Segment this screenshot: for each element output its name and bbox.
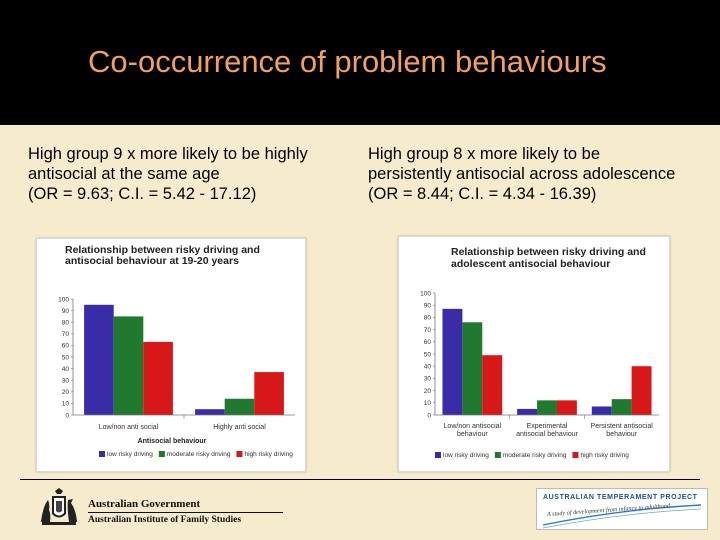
temperament-project-logo: AUSTRALIAN TEMPERAMENT PROJECT A study o…: [536, 488, 708, 530]
y-tick-label: 40: [424, 364, 432, 371]
x-category-label: antisocial behaviour: [516, 431, 579, 438]
x-category-label: behaviour: [606, 431, 637, 438]
swoosh-icon: [542, 504, 702, 529]
bar: [84, 304, 114, 415]
bar: [517, 408, 538, 415]
x-axis-title: Antisocial behaviour: [138, 438, 207, 445]
legend-label: high risky driving: [244, 451, 293, 458]
bar: [195, 409, 225, 415]
y-tick-label: 30: [62, 378, 70, 385]
left-caption-line2: antisocial at the same age: [28, 165, 220, 183]
y-tick-label: 20: [424, 388, 432, 395]
title-bar: [0, 0, 720, 125]
y-tick-label: 0: [427, 412, 431, 419]
x-category-label: behaviour: [457, 431, 488, 438]
right-caption-odds-ratio: (OR = 8.44; C.I. = 4.34 - 16.39): [368, 185, 597, 203]
legend-label: moderate risky driving: [167, 451, 231, 458]
y-tick-label: 20: [62, 389, 70, 396]
y-tick-label: 80: [62, 320, 70, 327]
bar: [611, 399, 632, 415]
bar: [254, 372, 284, 415]
y-tick-label: 100: [58, 296, 69, 303]
x-category-label: Highly anti social: [213, 424, 266, 431]
project-title: AUSTRALIAN TEMPERAMENT PROJECT: [543, 494, 698, 501]
x-category-label: Persistent antisocial: [591, 423, 654, 430]
chart-title-line2: antisocial behaviour at 19-20 years: [65, 255, 239, 267]
y-tick-label: 50: [424, 351, 432, 358]
chart-title-line1: Relationship between risky driving and: [451, 246, 646, 258]
institute-name: Australian Institute of Family Studies: [88, 515, 242, 525]
y-tick-label: 60: [424, 339, 432, 346]
legend-swatch: [99, 451, 105, 457]
chart-title-line1: Relationship between risky driving and: [65, 244, 260, 256]
y-tick-label: 30: [424, 376, 432, 383]
bar: [556, 400, 577, 415]
legend-label: moderate risky driving: [503, 452, 567, 459]
bar: [537, 400, 557, 415]
legend-swatch: [435, 452, 441, 458]
bar: [462, 322, 483, 415]
legend-label: low risky driving: [443, 452, 489, 459]
chart-left: Relationship between risky driving andan…: [58, 244, 295, 458]
left-caption-odds-ratio: (OR = 9.63; C.I. = 5.42 - 17.12): [28, 185, 257, 203]
bar: [591, 406, 612, 415]
y-tick-label: 40: [62, 366, 70, 373]
left-caption: High group 9 x more likely to be highly …: [28, 144, 358, 204]
chart-panel-left: Relationship between risky driving and an…: [36, 238, 306, 472]
legend-swatch: [572, 452, 579, 458]
bar: [442, 308, 463, 415]
chart-right: Relationship between risky driving andad…: [420, 246, 659, 459]
y-tick-label: 60: [62, 343, 70, 350]
bar: [113, 316, 144, 415]
logo-separator: [88, 512, 283, 513]
chart-title-line2: adolescent antisocial behaviour: [451, 258, 610, 270]
right-caption: High group 8 x more likely to be persist…: [368, 144, 713, 204]
y-tick-label: 90: [62, 308, 70, 315]
chart-panel-right: Relationship between risky driving and ad…: [398, 236, 670, 472]
x-category-label: Low/non anti social: [99, 424, 159, 431]
right-caption-line1: High group 8 x more likely to be: [368, 145, 601, 163]
y-tick-label: 10: [424, 400, 432, 407]
y-tick-label: 80: [424, 315, 432, 322]
x-category-label: Experimental: [527, 423, 568, 430]
slide-title: Co-occurrence of problem behaviours: [88, 44, 607, 79]
y-tick-label: 70: [424, 327, 432, 334]
bar: [143, 341, 173, 415]
y-tick-label: 10: [62, 401, 70, 408]
legend-swatch: [236, 451, 243, 457]
bar: [224, 398, 255, 415]
legend-swatch: [158, 451, 165, 457]
government-name: Australian Government: [88, 498, 201, 510]
left-caption-line1: High group 9 x more likely to be highly: [28, 145, 308, 163]
australian-government-logo: Australian Government Australian Institu…: [38, 488, 288, 532]
legend-label: low risky driving: [107, 451, 153, 458]
right-caption-line2: persistently antisocial across adolescen…: [368, 165, 676, 183]
y-tick-label: 0: [65, 412, 69, 419]
legend-label: high risky driving: [580, 452, 629, 459]
y-tick-label: 70: [62, 331, 70, 338]
bar: [482, 355, 503, 415]
y-tick-label: 100: [420, 290, 431, 297]
legend-swatch: [494, 452, 501, 458]
y-tick-label: 90: [424, 303, 432, 310]
footer-divider: [20, 479, 700, 480]
x-category-label: Low/non antisocial: [444, 423, 502, 430]
y-tick-label: 50: [62, 354, 70, 361]
bar: [631, 366, 652, 415]
coat-of-arms-icon: [41, 488, 77, 525]
